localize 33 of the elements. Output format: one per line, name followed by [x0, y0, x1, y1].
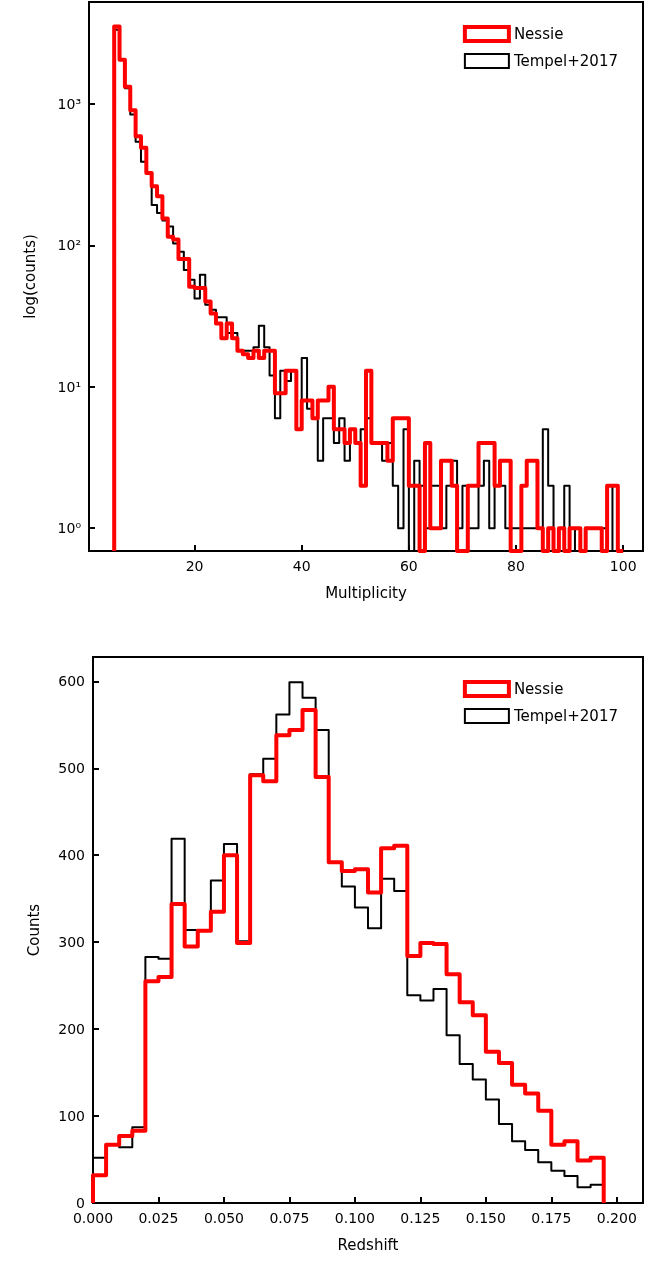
y-tick-label: 400	[58, 847, 85, 864]
y-tick-label: 500	[58, 760, 85, 777]
y-tick-label: 100	[58, 1108, 85, 1125]
legend-label: Nessie	[513, 680, 564, 698]
legend-label: Nessie	[513, 25, 564, 43]
y-tick-label: 300	[58, 934, 85, 951]
x-tick-label: 80	[507, 558, 525, 574]
x-tick-label: 0.100	[334, 1210, 375, 1226]
x-tick-label: 0.075	[269, 1210, 310, 1226]
legend-label: Tempel+2017	[512, 52, 619, 70]
x-tick-label: 0.150	[465, 1210, 506, 1226]
x-axis-title: Redshift	[337, 1235, 399, 1254]
y-tick-label: 0	[76, 1195, 85, 1211]
x-tick-label: 40	[292, 558, 311, 574]
y-tick-label: 10²	[57, 237, 81, 254]
x-tick-label: 0.050	[203, 1210, 244, 1226]
y-tick-label: 10³	[57, 95, 81, 112]
y-tick-label: 200	[58, 1021, 85, 1038]
y-tick-label: 600	[58, 673, 85, 690]
x-tick-label: 0.175	[531, 1210, 572, 1226]
x-tick-label: 20	[185, 558, 204, 574]
y-tick-label: 10¹	[57, 378, 81, 395]
x-tick-label: 0.025	[138, 1210, 179, 1226]
x-axis-title: Multiplicity	[325, 583, 407, 602]
y-tick-label: 10⁰	[57, 520, 82, 537]
x-tick-label: 60	[399, 558, 418, 574]
y-axis-title: Counts	[24, 903, 43, 957]
legend-label: Tempel+2017	[512, 707, 619, 725]
x-tick-label: 100	[609, 558, 637, 574]
y-axis-title: log(counts)	[20, 234, 39, 319]
x-tick-label: 0.125	[400, 1210, 441, 1226]
x-tick-label: 0.200	[596, 1210, 637, 1226]
x-tick-label: 0.000	[72, 1210, 114, 1226]
